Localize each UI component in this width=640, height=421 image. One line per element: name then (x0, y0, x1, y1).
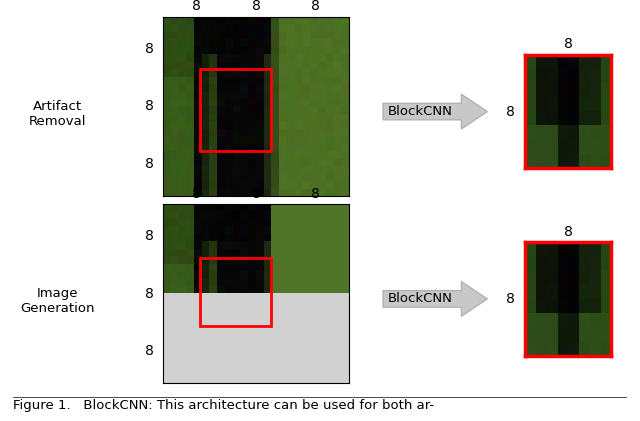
Polygon shape (383, 282, 488, 316)
Text: Figure 1.   BlockCNN: This architecture can be used for both ar-: Figure 1. BlockCNN: This architecture ca… (13, 399, 434, 412)
Text: 8: 8 (252, 0, 260, 13)
Text: Image
Generation: Image Generation (20, 287, 95, 315)
Text: 8: 8 (145, 99, 154, 113)
Text: 8: 8 (311, 187, 320, 201)
Text: 8: 8 (506, 292, 515, 306)
Text: 8: 8 (145, 287, 154, 301)
Text: 8: 8 (145, 157, 154, 171)
Text: BlockCNN: BlockCNN (388, 293, 452, 305)
Polygon shape (383, 94, 488, 129)
Text: 8: 8 (252, 187, 260, 201)
Text: 8: 8 (145, 42, 154, 56)
Text: 8: 8 (564, 225, 572, 239)
Text: Artifact
Removal: Artifact Removal (29, 100, 86, 128)
Text: 8: 8 (192, 187, 201, 201)
Text: 8: 8 (145, 344, 154, 358)
Bar (200, 69, 271, 151)
Text: 8: 8 (145, 229, 154, 243)
Text: 8: 8 (564, 37, 572, 51)
Bar (200, 258, 271, 326)
Text: 8: 8 (192, 0, 201, 13)
Text: 8: 8 (311, 0, 320, 13)
Text: 8: 8 (506, 104, 515, 119)
Text: BlockCNN: BlockCNN (388, 105, 452, 118)
